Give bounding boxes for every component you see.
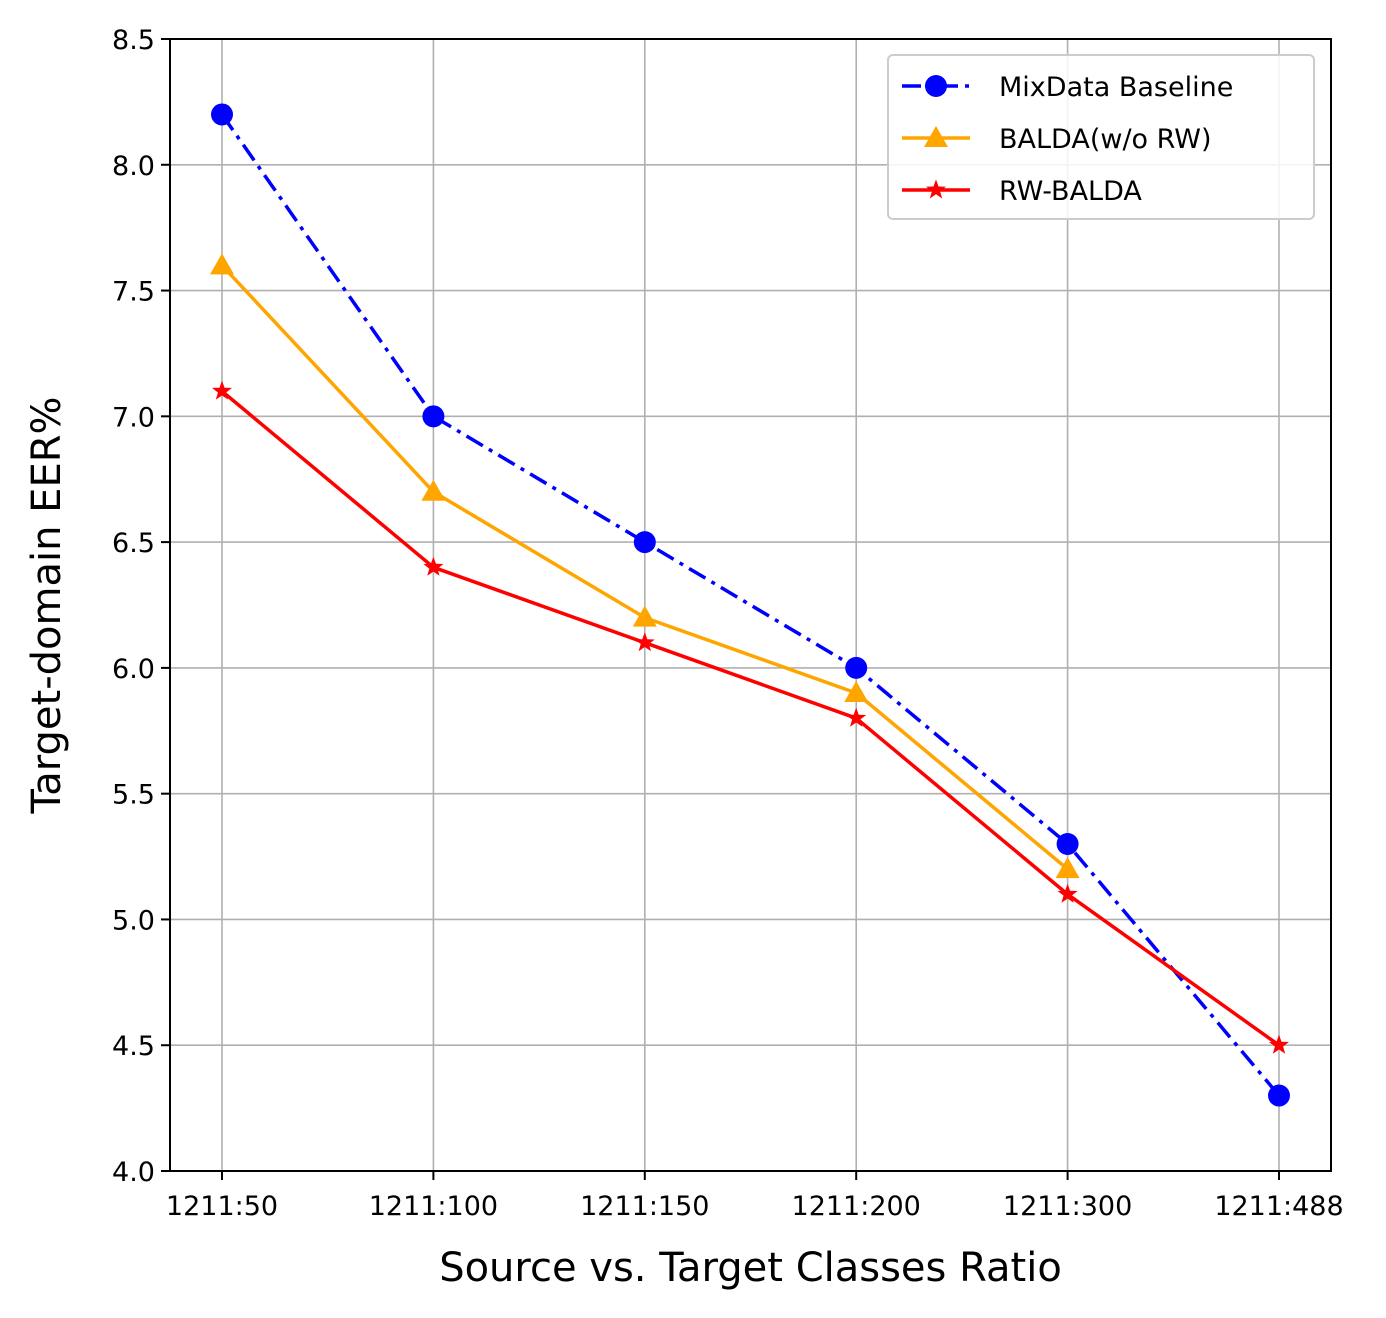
data-point: [1057, 883, 1078, 903]
axis-ticks: 4.0 4.5 5.0 5.5 6.0 6.5 7.0 7.5 8.0 8.5 1211:50 121…: [112, 25, 1344, 1222]
data-point: [846, 707, 867, 727]
data-point: [212, 380, 232, 400]
x-axis-label: Source vs. Target Classes Ratio: [439, 1245, 1062, 1291]
legend-box: [887, 54, 1315, 220]
data-point: [421, 479, 446, 501]
data-point: [1268, 1084, 1290, 1107]
y-tick-label: 4.5: [112, 1031, 155, 1062]
y-tick-label: 7.5: [112, 277, 155, 308]
x-tick-label: 1211:488: [1214, 1191, 1343, 1222]
data-point: [422, 405, 445, 428]
y-axis-label: Target-domain EER%: [24, 396, 70, 814]
y-tick-label: 7.0: [112, 402, 155, 433]
legend-label: MixData Baseline: [999, 72, 1233, 103]
x-tick-label: 1211:150: [580, 1191, 709, 1222]
series-0: [211, 103, 1290, 1107]
data-point: [1055, 857, 1080, 879]
series-line: [220, 389, 1281, 1047]
y-tick-label: 8.5: [112, 25, 155, 56]
x-tick-label: 1211:200: [792, 1191, 921, 1222]
legend-marker: [925, 75, 947, 97]
data-point: [633, 531, 656, 554]
x-tick-label: 1211:100: [369, 1191, 498, 1222]
series-2: [212, 380, 1289, 1054]
y-tick-label: 6.0: [112, 654, 155, 685]
data-point: [1056, 832, 1079, 855]
legend-item: MixData Baseline: [902, 72, 1233, 103]
legend-label: BALDA(w/o RW): [999, 124, 1212, 155]
y-tick-label: 8.0: [112, 151, 155, 182]
plot-frame: [169, 38, 1332, 1172]
series-layer: [210, 103, 1290, 1107]
y-tick-label: 6.5: [112, 528, 155, 559]
legend-marker: [926, 179, 946, 199]
data-point: [844, 681, 869, 703]
y-tick-label: 5.0: [112, 905, 155, 936]
x-tick-label: 1211:300: [1003, 1191, 1132, 1222]
legend-marker: [924, 126, 948, 147]
x-tick-label: 1211:50: [166, 1191, 278, 1222]
data-point: [1269, 1034, 1289, 1054]
legend-item: RW-BALDA: [902, 176, 1142, 207]
y-tick-label: 4.0: [112, 1157, 155, 1188]
series-line: [220, 113, 1281, 1097]
legend-item: BALDA(w/o RW): [902, 124, 1212, 155]
grid-lines: [170, 38, 1331, 1172]
data-point: [210, 253, 234, 275]
data-point: [632, 605, 657, 627]
data-point: [634, 632, 655, 652]
data-point: [845, 656, 868, 679]
data-point: [423, 556, 444, 576]
legend: MixData Baseline BALDA(w/o RW) RW-BALDA: [887, 54, 1315, 220]
legend-label: RW-BALDA: [999, 176, 1142, 207]
series-1: [210, 253, 1080, 879]
data-point: [211, 103, 233, 126]
y-tick-label: 5.5: [112, 780, 155, 811]
